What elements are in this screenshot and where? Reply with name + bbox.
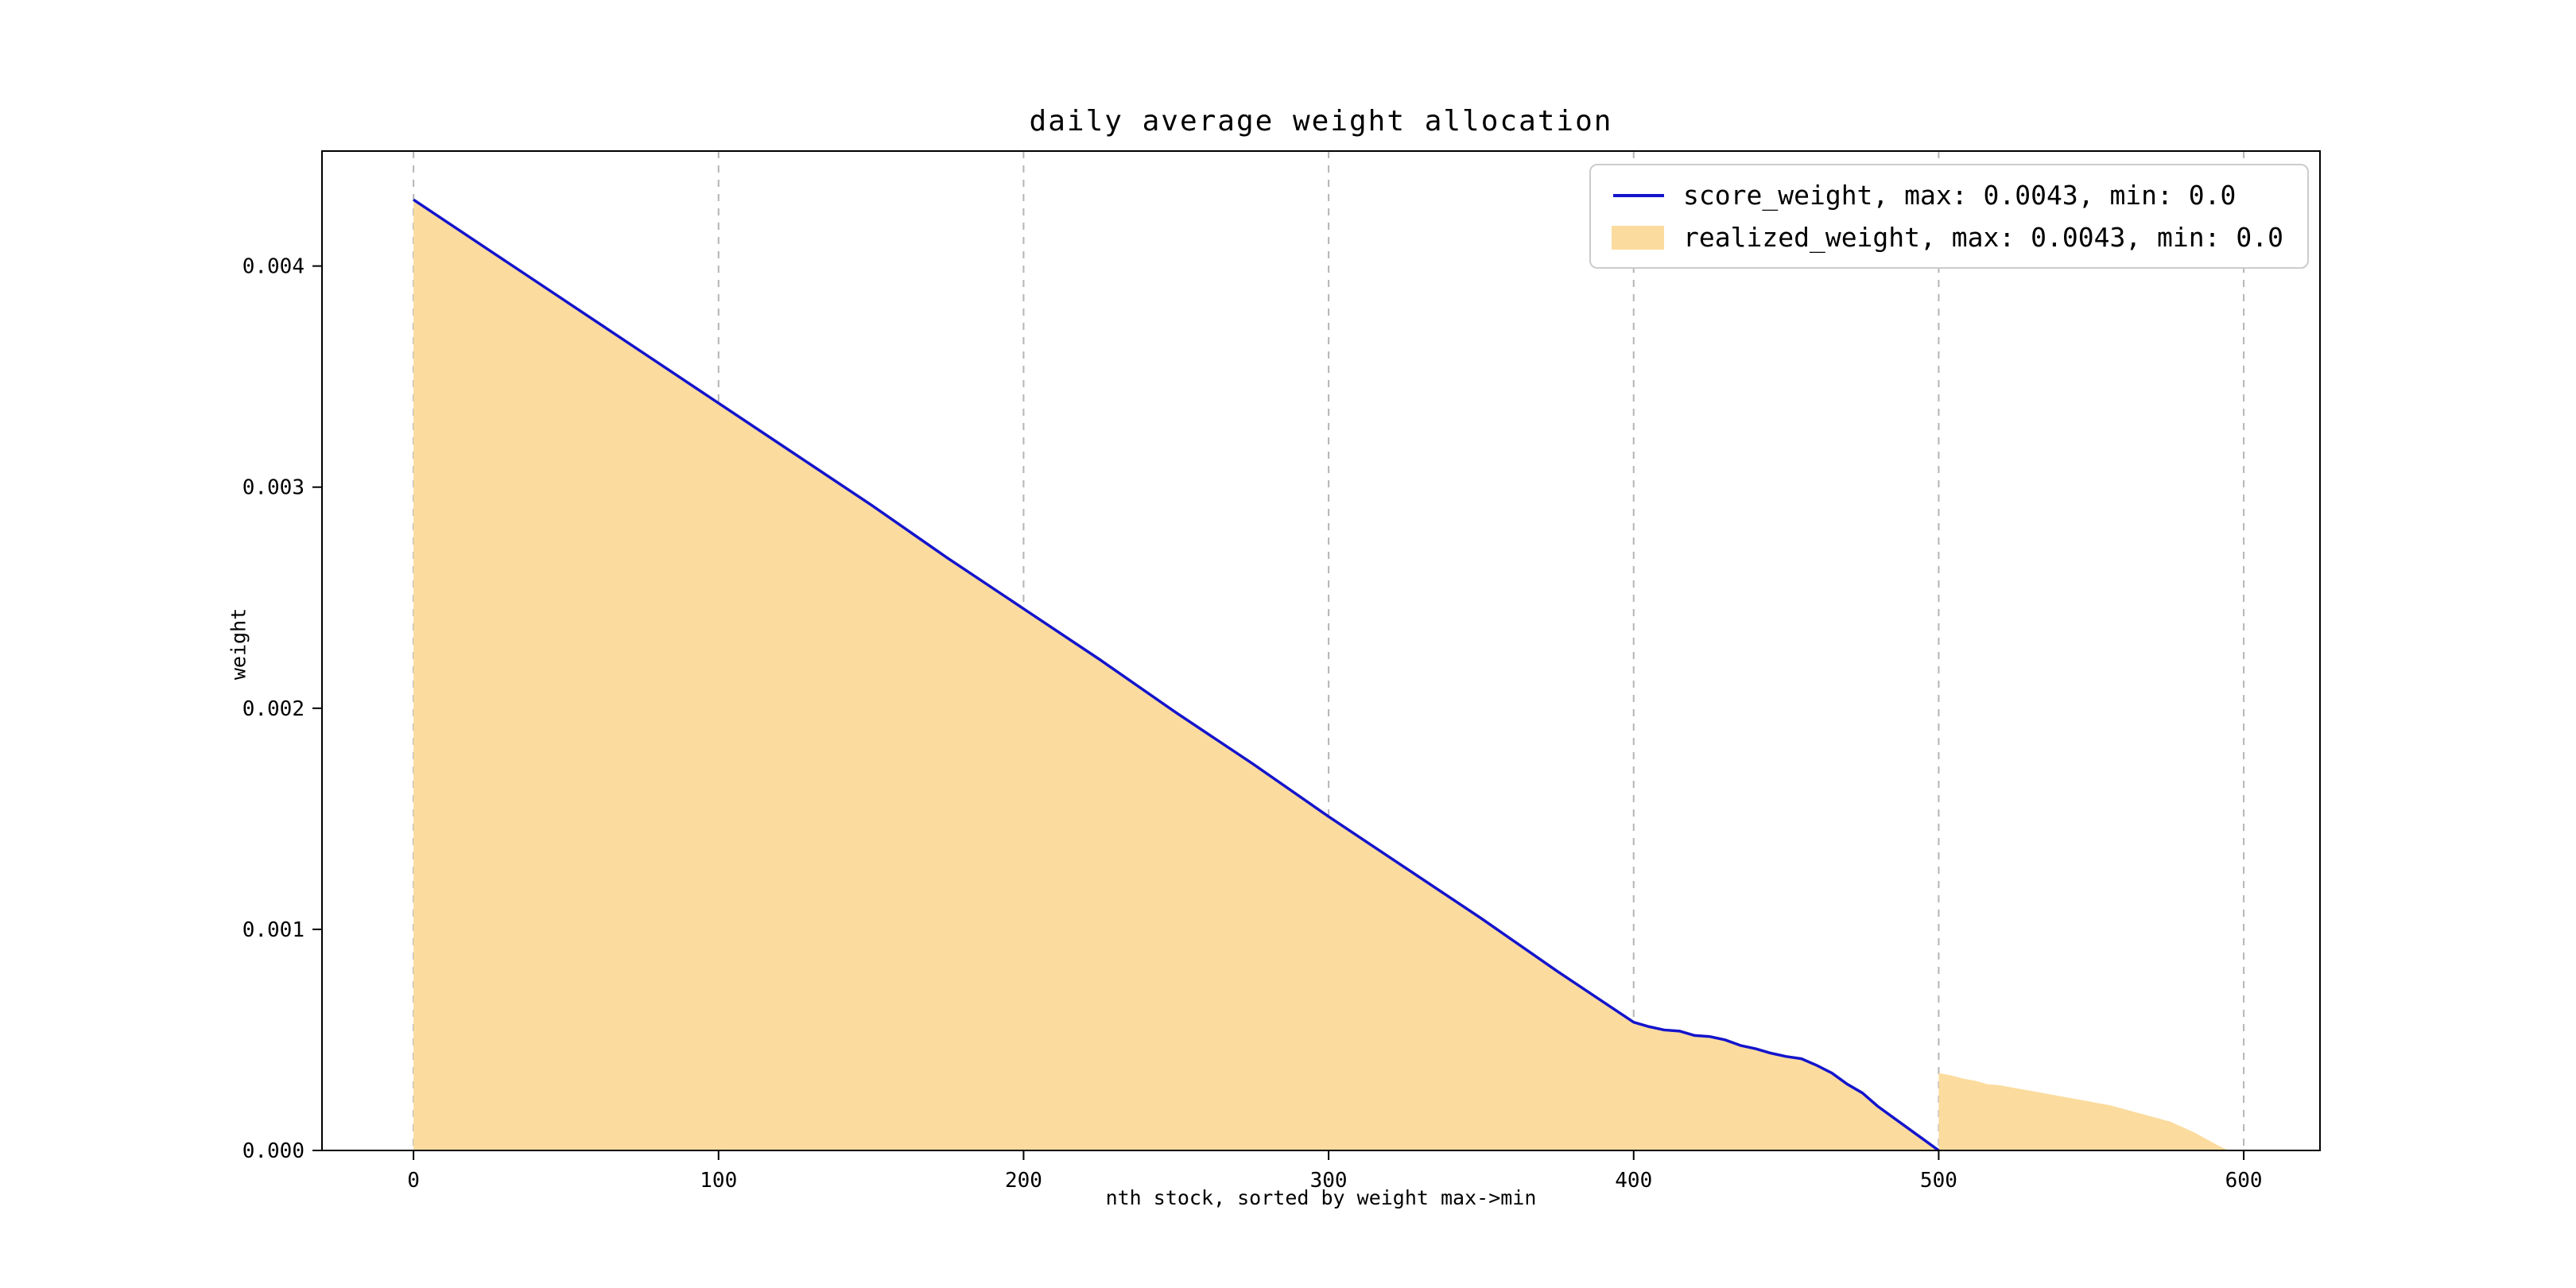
x-axis-label: nth stock, sorted by weight max->min: [1105, 1186, 1537, 1209]
realized-weight-area-0: [413, 200, 1939, 1151]
x-tick-label-300: 300: [1310, 1169, 1348, 1193]
plot-border: [321, 150, 2321, 1151]
y-tick-label-0.002: 0.002: [242, 697, 305, 721]
y-tick-label-0.003: 0.003: [242, 476, 305, 500]
x-tick-label-500: 500: [1920, 1169, 1957, 1193]
score-weight-line: [413, 198, 1940, 1152]
x-tick-label-0: 0: [407, 1169, 420, 1193]
y-tick-label-0: 0.000: [242, 1139, 305, 1163]
chart-title: daily average weight allocation: [1029, 105, 1613, 138]
y-axis-label: weight: [227, 607, 250, 681]
x-tick-label-100: 100: [700, 1169, 737, 1193]
x-tick-label-200: 200: [1005, 1169, 1042, 1193]
y-tick-label-0.004: 0.004: [242, 255, 305, 279]
legend-line-swatch-icon: [1613, 193, 1665, 197]
y-tick-label-0.001: 0.001: [242, 918, 305, 942]
legend-item-realized-weight: realized_weight, max: 0.0043, min: 0.0: [1610, 222, 2283, 253]
legend-label-score-weight: score_weight, max: 0.0043, min: 0.0: [1683, 180, 2237, 211]
legend-label-realized-weight: realized_weight, max: 0.0043, min: 0.0: [1683, 222, 2283, 253]
legend: score_weight, max: 0.0043, min: 0.0 real…: [1589, 164, 2309, 269]
x-tick-label-400: 400: [1615, 1169, 1652, 1193]
legend-fill-swatch-icon: [1612, 225, 1665, 250]
realized-weight-area-1: [1938, 1073, 2229, 1150]
legend-item-score-weight: score_weight, max: 0.0043, min: 0.0: [1610, 180, 2283, 211]
x-tick-label-600: 600: [2225, 1169, 2263, 1193]
